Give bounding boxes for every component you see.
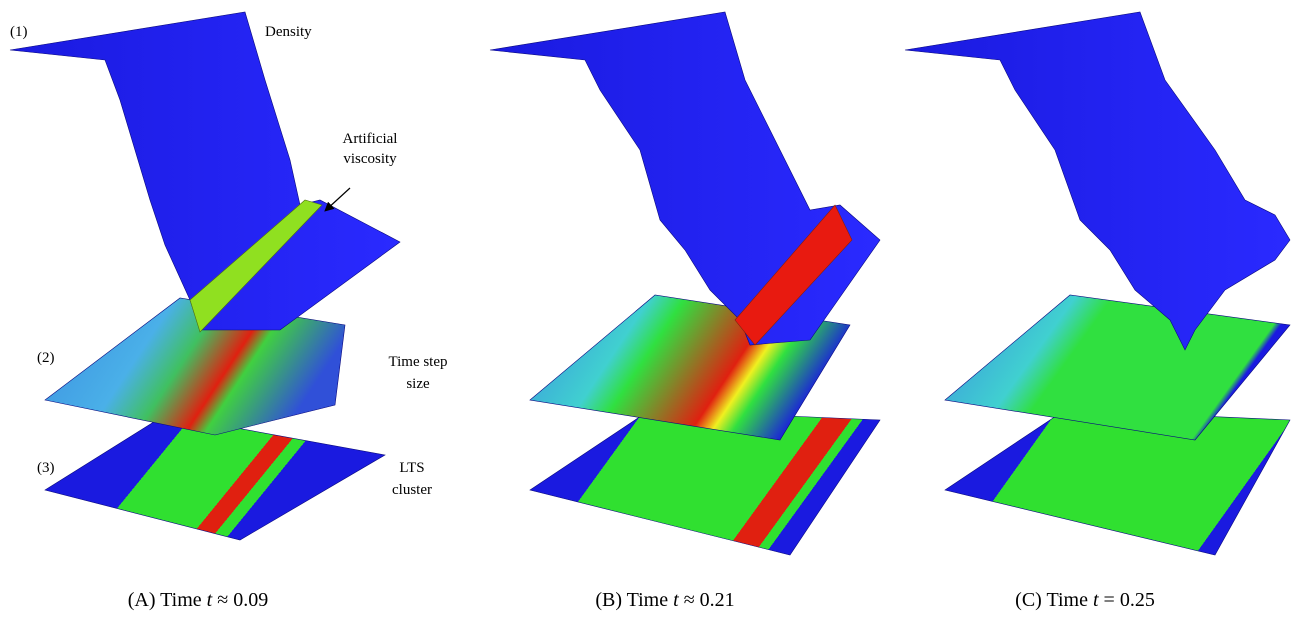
panel-b [490, 12, 880, 555]
annotation: Density [265, 24, 312, 40]
lts-layer [530, 410, 880, 555]
figure: (1) Density Artificial viscosity (2) Tim… [0, 0, 1299, 621]
caption-relation: ≈ 0.21 [684, 589, 735, 611]
caption: (C) Time t = 0.25 [1015, 589, 1155, 611]
time-step-layer [45, 298, 345, 435]
density-surface [10, 12, 400, 330]
caption: (B) Time t ≈ 0.21 [595, 589, 734, 611]
caption-variable: t [673, 589, 679, 611]
caption-relation: ≈ 0.09 [217, 589, 268, 611]
density-surface [490, 12, 880, 345]
annotation: viscosity [343, 151, 397, 167]
caption-label: (A) Time [128, 589, 202, 611]
annotation: Artificial [343, 131, 398, 147]
layer-label: (3) [37, 460, 55, 476]
annotation: LTS [399, 460, 424, 476]
caption-variable: t [1093, 589, 1099, 611]
caption-label: (B) Time [595, 589, 668, 611]
caption-relation: = 0.25 [1104, 589, 1155, 611]
caption-label: (C) Time [1015, 589, 1088, 611]
arrow [326, 188, 350, 210]
annotation: size [406, 376, 430, 392]
caption: (A) Time t ≈ 0.09 [128, 589, 268, 611]
caption-variable: t [207, 589, 213, 611]
annotation: Time step [388, 354, 447, 370]
annotation: cluster [392, 482, 432, 498]
lts-layer [945, 410, 1290, 555]
layer-label: (2) [37, 350, 55, 366]
panel-c [905, 12, 1290, 555]
panel-a [10, 12, 400, 540]
layer-label: (1) [10, 24, 28, 40]
